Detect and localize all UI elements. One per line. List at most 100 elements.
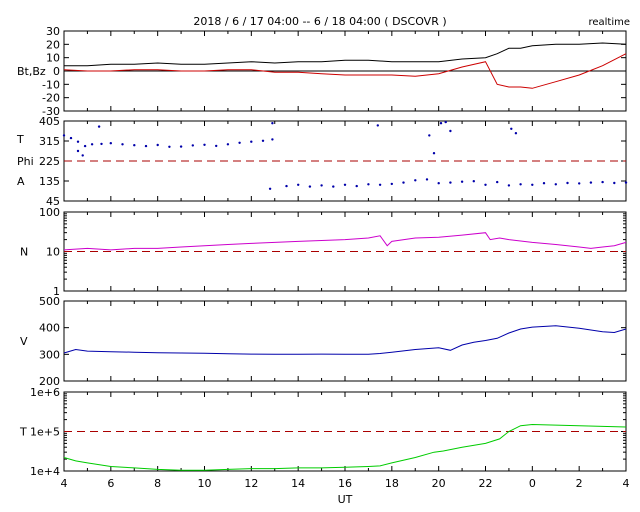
- x-tick-label: 14: [291, 477, 305, 490]
- y-axis-label: T: [16, 133, 24, 146]
- y-tick-label: 500: [39, 295, 60, 308]
- data-point: [76, 140, 80, 143]
- data-point: [390, 182, 393, 186]
- y-tick-label: -20: [42, 92, 60, 105]
- series-phi-toward: [268, 178, 628, 190]
- y-tick-label: 315: [39, 135, 60, 148]
- series-bt: [64, 42, 627, 67]
- x-tick-label: 10: [198, 477, 212, 490]
- data-point: [271, 138, 274, 141]
- data-point: [437, 182, 440, 185]
- data-point: [496, 180, 499, 184]
- data-point: [425, 178, 429, 181]
- y-tick-label: 0: [53, 65, 60, 78]
- data-point: [439, 122, 443, 125]
- data-point: [613, 181, 616, 185]
- data-point: [589, 181, 593, 184]
- data-point: [376, 124, 379, 127]
- data-point: [285, 184, 288, 188]
- data-point: [297, 183, 300, 186]
- panel-frame: [63, 300, 627, 382]
- data-point: [542, 182, 546, 185]
- data-point: [90, 143, 94, 146]
- series-v: [63, 325, 627, 355]
- panel-temperature: 1e+6 1e+5 1e+4 T: [19, 386, 627, 478]
- x-tick-label: 8: [154, 477, 161, 490]
- data-point: [578, 182, 581, 185]
- x-tick-label: 18: [385, 477, 399, 490]
- panel-phi-angle: 405 315 225 135 45 T Phi A: [16, 115, 628, 208]
- realtime-label: realtime: [588, 17, 630, 28]
- data-point: [320, 184, 323, 187]
- data-point: [109, 142, 113, 145]
- series-phi-away: [62, 134, 274, 148]
- data-point: [133, 144, 136, 147]
- y-tick-label: -30: [42, 105, 60, 118]
- data-point: [203, 143, 206, 146]
- x-tick-label: 4: [623, 477, 630, 490]
- data-point: [62, 134, 66, 137]
- y-axis-label: A: [17, 175, 25, 188]
- y-tick-label: 405: [39, 115, 60, 128]
- series-t: [63, 423, 627, 471]
- data-point: [271, 122, 274, 125]
- data-point: [624, 181, 628, 184]
- data-point: [432, 152, 436, 155]
- data-point: [261, 139, 265, 142]
- data-point: [367, 183, 370, 186]
- data-point: [76, 149, 80, 153]
- data-point: [444, 120, 447, 124]
- data-point: [343, 183, 347, 186]
- series-n: [63, 232, 627, 251]
- data-point: [69, 136, 73, 140]
- x-tick-label: 0: [529, 477, 536, 490]
- data-point: [100, 142, 103, 146]
- page-title: 2018 / 6 / 17 04:00 -- 6 / 18 04:00 ( DS…: [193, 15, 447, 28]
- y-tick-label: 225: [39, 155, 60, 168]
- x-tick-label: 16: [338, 477, 352, 490]
- y-tick-label: 135: [39, 175, 60, 188]
- data-point: [566, 181, 569, 185]
- data-point: [449, 181, 452, 184]
- data-point: [378, 183, 382, 186]
- y-tick-label: 30: [46, 25, 60, 38]
- data-point: [308, 185, 312, 188]
- y-tick-label: -10: [42, 78, 60, 91]
- x-tick-label: 12: [244, 477, 258, 490]
- data-point: [156, 143, 159, 147]
- series-bz: [63, 53, 627, 89]
- data-point: [83, 144, 87, 148]
- data-point: [215, 144, 218, 148]
- data-point: [449, 129, 452, 133]
- y-axis-label: Bt,Bz: [17, 65, 46, 78]
- y-tick-label: 200: [39, 375, 60, 388]
- y-tick-label: 20: [46, 38, 60, 51]
- data-point: [168, 145, 171, 148]
- data-point: [554, 183, 557, 186]
- data-point: [121, 143, 124, 146]
- data-point: [601, 180, 604, 184]
- data-point: [507, 184, 511, 187]
- y-tick-label: 45: [46, 195, 60, 208]
- data-point: [472, 180, 475, 183]
- x-tick-label: 22: [479, 477, 493, 490]
- series-phi-scattered: [76, 120, 518, 157]
- panel-velocity: 500 400 300 200 V: [20, 295, 627, 388]
- data-point: [484, 183, 487, 186]
- y-tick-label: 400: [39, 322, 60, 335]
- data-point: [268, 187, 272, 190]
- data-point: [414, 179, 417, 182]
- data-point: [460, 180, 464, 183]
- y-tick-label: 1e+5: [30, 426, 60, 439]
- data-point: [250, 140, 253, 143]
- panel-density: 100 10 1 N: [20, 206, 627, 298]
- y-tick-label: 1e+6: [30, 386, 60, 399]
- y-axis-label: Phi: [17, 155, 34, 168]
- x-tick-label: 6: [107, 477, 114, 490]
- data-point: [355, 184, 358, 188]
- y-tick-label: 1: [53, 285, 60, 298]
- y-tick-label: 100: [39, 206, 60, 219]
- y-axis-label: N: [20, 246, 28, 259]
- x-tick-label: 4: [61, 477, 68, 490]
